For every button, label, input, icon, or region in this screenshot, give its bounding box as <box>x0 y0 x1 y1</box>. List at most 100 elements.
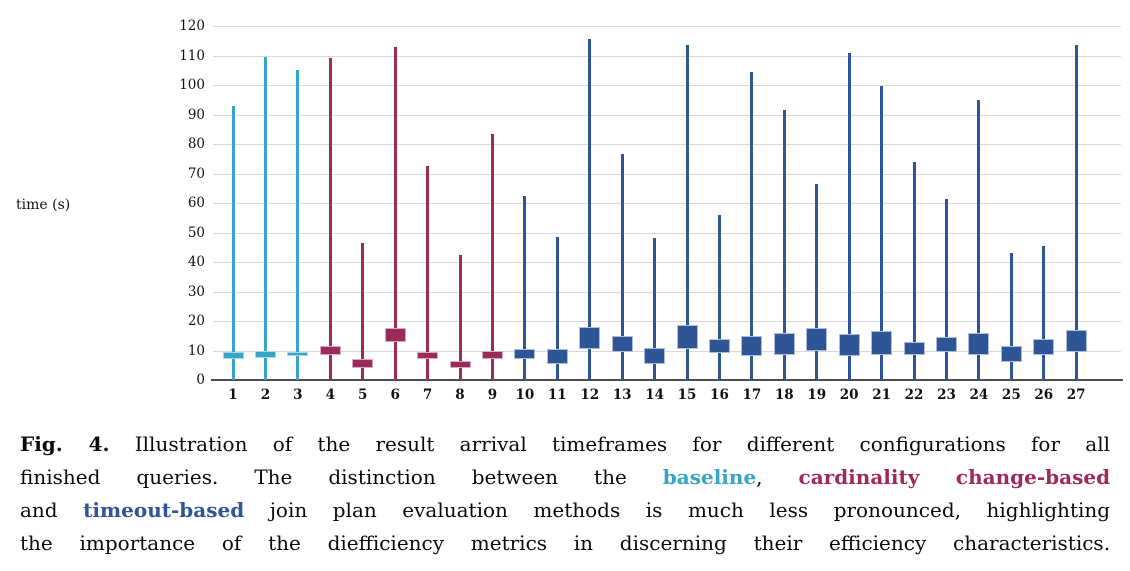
caption-segment: their <box>753 531 803 555</box>
x-tick-label-6: 6 <box>390 387 400 403</box>
whisker-20 <box>847 52 851 380</box>
caption-segment <box>919 465 956 489</box>
gridline-70 <box>213 173 1121 175</box>
x-tick-label-13: 13 <box>612 387 632 403</box>
caption-segment <box>195 531 222 555</box>
candle-box-13 <box>611 335 633 352</box>
x-tick-label-20: 20 <box>839 387 859 403</box>
caption-segment: for <box>692 432 722 456</box>
gridline-90 <box>213 114 1121 116</box>
y-tick-label-70: 70 <box>187 165 205 182</box>
caption-segment: plan <box>332 498 377 522</box>
candle-box-26 <box>1033 338 1055 355</box>
whisker-12 <box>588 39 592 380</box>
whisker-22 <box>912 161 916 380</box>
y-tick-label-20: 20 <box>187 313 205 329</box>
caption-segment <box>667 432 692 456</box>
caption-segment: evaluation <box>402 498 508 522</box>
caption-segment <box>1060 432 1085 456</box>
caption-segment <box>721 432 746 456</box>
caption-segment: importance <box>79 531 196 555</box>
y-tick-label-30: 30 <box>187 283 205 300</box>
whisker-13 <box>620 154 624 380</box>
caption-segment <box>110 432 135 456</box>
whisker-18 <box>782 110 786 380</box>
gridline-30 <box>213 291 1121 293</box>
caption-segment: 4. <box>88 432 110 456</box>
x-tick-label-2: 2 <box>260 387 271 403</box>
x-tick-label-15: 15 <box>677 387 697 403</box>
caption-segment: baseline <box>662 465 757 489</box>
candle-box-1 <box>222 351 244 360</box>
candle-box-4 <box>319 346 341 355</box>
caption-segment: characteristics. <box>953 531 1111 555</box>
y-tick-label-40: 40 <box>187 254 205 270</box>
caption-segment <box>218 465 254 489</box>
whisker-7 <box>426 166 430 380</box>
whisker-23 <box>944 198 948 380</box>
whisker-27 <box>1074 45 1078 380</box>
caption-segment <box>377 498 403 522</box>
candle-box-24 <box>968 332 990 355</box>
candle-box-16 <box>708 338 730 354</box>
caption-segment <box>961 498 987 522</box>
candle-box-14 <box>644 347 666 364</box>
caption-segment: diefficiency <box>327 531 445 555</box>
caption-segment <box>63 432 89 456</box>
whisker-15 <box>685 45 689 380</box>
caption-line-3: and timeout-based join plan evaluation m… <box>20 494 1110 527</box>
whisker-8 <box>458 254 462 380</box>
gridline-50 <box>213 232 1121 234</box>
caption-segment: arrival <box>459 432 527 456</box>
candle-box-12 <box>579 326 601 350</box>
caption-segment: the <box>317 432 351 456</box>
candle-box-3 <box>287 351 309 357</box>
caption-segment <box>627 465 663 489</box>
whisker-3 <box>296 70 300 380</box>
caption-segment <box>763 465 799 489</box>
caption-segment: the <box>594 465 627 489</box>
y-axis-title: time (s) <box>16 197 71 213</box>
candle-box-20 <box>838 334 860 357</box>
caption-segment <box>802 531 829 555</box>
candle-box-5 <box>352 359 374 369</box>
caption-segment <box>292 465 328 489</box>
candle-box-18 <box>773 332 795 355</box>
whisker-5 <box>361 242 365 380</box>
whisker-21 <box>880 86 884 380</box>
x-tick-label-1: 1 <box>228 387 238 403</box>
caption-segment: methods <box>533 498 621 522</box>
x-axis-line <box>211 379 1123 381</box>
whisker-11 <box>555 236 559 380</box>
caption-segment <box>558 465 594 489</box>
candle-box-27 <box>1065 329 1087 352</box>
whisker-9 <box>490 133 494 380</box>
gridline-20 <box>213 321 1121 322</box>
caption-segment <box>100 465 136 489</box>
caption-segment: timeout-based <box>83 498 245 522</box>
caption-segment <box>593 531 620 555</box>
x-tick-label-5: 5 <box>358 387 368 403</box>
gridline-10 <box>213 350 1121 352</box>
caption-segment <box>744 498 770 522</box>
x-tick-label-8: 8 <box>455 387 465 403</box>
caption-segment <box>292 432 317 456</box>
caption-segment: the <box>20 531 53 555</box>
caption-segment: queries. <box>136 465 219 489</box>
caption-segment: highlighting <box>986 498 1111 522</box>
x-tick-label-7: 7 <box>422 387 433 403</box>
candle-box-8 <box>449 360 471 369</box>
candle-box-17 <box>741 335 763 357</box>
result-arrival-chart: time (s) 0 10 20 30 40 50 60 70 80 90 100 110 120 1 2 3… <box>16 18 1123 403</box>
plot-area <box>211 26 1123 381</box>
gridline-100 <box>213 85 1121 86</box>
candle-box-10 <box>514 349 536 360</box>
caption-segment: all <box>1085 432 1110 456</box>
candle-box-6 <box>384 328 406 342</box>
whisker-16 <box>717 214 721 380</box>
caption-segment <box>620 498 646 522</box>
whisker-6 <box>393 46 397 380</box>
y-tick-label-10: 10 <box>187 342 205 359</box>
y-tick-label-100: 100 <box>179 77 205 93</box>
